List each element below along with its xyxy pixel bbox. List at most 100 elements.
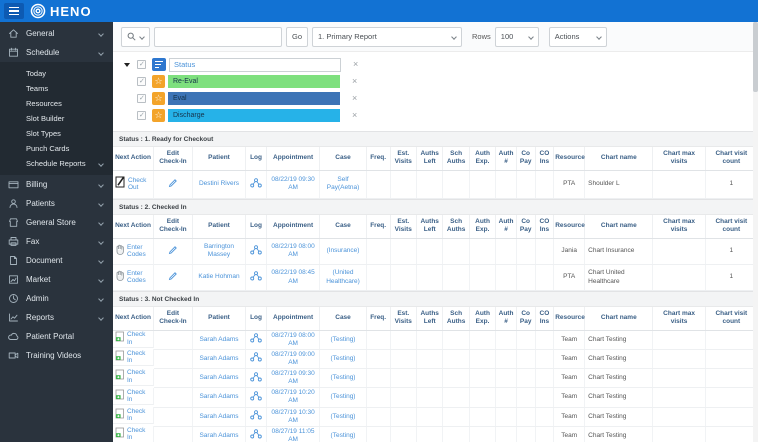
next-action-link[interactable]: Check In <box>127 427 146 442</box>
next-action-link[interactable]: Enter Codes <box>127 243 146 258</box>
sidebar-item-patient-portal[interactable]: Patient Portal <box>0 327 113 346</box>
column-header-auths-left[interactable]: Auths Left <box>416 307 444 331</box>
patient-link[interactable]: Barrington Massey <box>203 243 234 259</box>
case-link[interactable]: (Testing) <box>330 374 356 382</box>
case-link[interactable]: (Insurance) <box>326 247 360 255</box>
star-icon[interactable] <box>152 109 165 122</box>
column-header-co-ins[interactable]: CO Ins <box>535 147 555 171</box>
column-header-edit-check-in[interactable]: Edit Check-In <box>153 147 193 171</box>
column-header-auth-exp[interactable]: Auth Exp. <box>469 307 497 331</box>
filter-tag-checkbox[interactable] <box>137 77 146 86</box>
appointment-link[interactable]: 08/22/19 08:00 AM <box>271 243 315 259</box>
sidebar-item-reports[interactable]: Reports <box>0 308 113 327</box>
column-header-freq[interactable]: Freq. <box>366 147 391 171</box>
remove-tag-icon[interactable]: × <box>352 76 358 86</box>
column-header-est-visits[interactable]: Est. Visits <box>390 215 417 239</box>
column-header-sch-auths[interactable]: Sch Auths <box>442 147 470 171</box>
collapse-triangle-icon[interactable] <box>124 62 130 67</box>
column-header-auths-left[interactable]: Auths Left <box>416 215 444 239</box>
column-header-co-ins[interactable]: CO Ins <box>535 307 555 331</box>
patient-link[interactable]: Sarah Adams <box>199 374 239 382</box>
sidebar-item-teams[interactable]: Teams <box>0 81 113 96</box>
log-icon[interactable] <box>250 371 262 384</box>
column-header-next-action[interactable]: Next Action <box>113 307 155 331</box>
status-tag-re-eval[interactable]: Re-Eval <box>168 75 340 88</box>
column-header-edit-check-in[interactable]: Edit Check-In <box>153 215 193 239</box>
next-action-link[interactable]: Check In <box>127 350 146 365</box>
sidebar-item-market[interactable]: Market <box>0 270 113 289</box>
log-icon[interactable] <box>250 410 262 422</box>
column-header-case[interactable]: Case <box>319 215 367 239</box>
column-header-auth[interactable]: Auth # <box>495 215 517 239</box>
column-header-case[interactable]: Case <box>319 147 367 171</box>
column-header-appointment[interactable]: Appointment <box>266 307 321 331</box>
column-header-co-ins[interactable]: CO Ins <box>535 215 555 239</box>
next-action-link[interactable]: Enter Codes <box>127 269 146 284</box>
column-header-resource[interactable]: Resource <box>553 215 586 239</box>
sidebar-item-slot-types[interactable]: Slot Types <box>0 126 113 141</box>
case-link[interactable]: (Testing) <box>330 431 356 439</box>
column-header-co-pay[interactable]: Co Pay <box>516 307 536 331</box>
sidebar-item-billing[interactable]: Billing <box>0 175 113 194</box>
sidebar-item-general[interactable]: General <box>0 24 113 43</box>
case-link[interactable]: Self Pay(Aetna) <box>326 176 360 192</box>
column-header-est-visits[interactable]: Est. Visits <box>390 147 417 171</box>
log-icon[interactable] <box>250 271 262 283</box>
column-header-sch-auths[interactable]: Sch Auths <box>442 307 470 331</box>
go-button[interactable]: Go <box>286 26 309 47</box>
column-header-chart-name[interactable]: Chart name <box>584 215 654 239</box>
appointment-link[interactable]: 08/27/19 11:05 AM <box>271 427 315 442</box>
column-header-log[interactable]: Log <box>245 215 267 239</box>
column-header-chart-name[interactable]: Chart name <box>584 307 654 331</box>
column-header-freq[interactable]: Freq. <box>366 307 391 331</box>
column-header-auths-left[interactable]: Auths Left <box>416 147 444 171</box>
column-header-chart-visit-count[interactable]: Chart visit count <box>705 307 758 331</box>
star-icon[interactable] <box>152 75 165 88</box>
search-options-button[interactable] <box>121 26 150 47</box>
column-header-appointment[interactable]: Appointment <box>266 147 321 171</box>
sidebar-item-admin[interactable]: Admin <box>0 289 113 308</box>
next-action-link[interactable]: Check In <box>127 407 146 422</box>
rows-select[interactable]: 100 <box>494 26 539 47</box>
edit-checkin-pencil-icon[interactable] <box>168 272 178 283</box>
column-header-log[interactable]: Log <box>245 307 267 331</box>
appointment-link[interactable]: 08/27/19 10:20 AM <box>271 389 315 405</box>
column-header-patient[interactable]: Patient <box>192 307 247 331</box>
patient-link[interactable]: Sarah Adams <box>199 412 239 420</box>
log-icon[interactable] <box>250 333 262 345</box>
column-header-chart-max-visits[interactable]: Chart max visits <box>652 147 706 171</box>
appointment-link[interactable]: 08/27/19 08:00 AM <box>271 331 315 347</box>
patient-link[interactable]: Katie Hohman <box>198 273 240 281</box>
column-header-resource[interactable]: Resource <box>553 147 586 171</box>
status-tag-eval[interactable]: Eval <box>168 92 340 105</box>
appointment-link[interactable]: 08/27/19 09:30 AM <box>271 370 315 386</box>
sidebar-item-today[interactable]: Today <box>0 66 113 81</box>
patient-link[interactable]: Destini Rivers <box>198 180 240 188</box>
sidebar-item-patients[interactable]: Patients <box>0 194 113 213</box>
search-input[interactable] <box>154 26 282 47</box>
status-tag-discharge[interactable]: Discharge <box>168 109 340 122</box>
column-header-patient[interactable]: Patient <box>192 215 247 239</box>
column-header-next-action[interactable]: Next Action <box>113 215 155 239</box>
filter-group-field[interactable]: Status <box>169 57 341 72</box>
sidebar-item-resources[interactable]: Resources <box>0 96 113 111</box>
column-header-co-pay[interactable]: Co Pay <box>516 215 536 239</box>
column-header-chart-name[interactable]: Chart name <box>584 147 654 171</box>
column-header-edit-check-in[interactable]: Edit Check-In <box>153 307 193 331</box>
report-select[interactable]: 1. Primary Report <box>312 26 463 47</box>
filter-icon[interactable] <box>152 58 166 71</box>
log-icon[interactable] <box>250 177 262 190</box>
remove-tag-icon[interactable]: × <box>352 110 358 120</box>
patient-link[interactable]: Sarah Adams <box>199 393 239 401</box>
column-header-auth[interactable]: Auth # <box>495 147 517 171</box>
remove-filter-icon[interactable]: × <box>353 59 359 69</box>
log-icon[interactable] <box>250 391 262 403</box>
sidebar-item-punch-cards[interactable]: Punch Cards <box>0 141 113 156</box>
column-header-sch-auths[interactable]: Sch Auths <box>442 215 470 239</box>
filter-tag-checkbox[interactable] <box>137 94 146 103</box>
column-header-appointment[interactable]: Appointment <box>266 215 321 239</box>
column-header-chart-visit-count[interactable]: Chart visit count <box>705 147 758 171</box>
column-header-case[interactable]: Case <box>319 307 367 331</box>
next-action-link[interactable]: Check In <box>127 331 146 346</box>
scrollbar[interactable] <box>753 22 758 442</box>
